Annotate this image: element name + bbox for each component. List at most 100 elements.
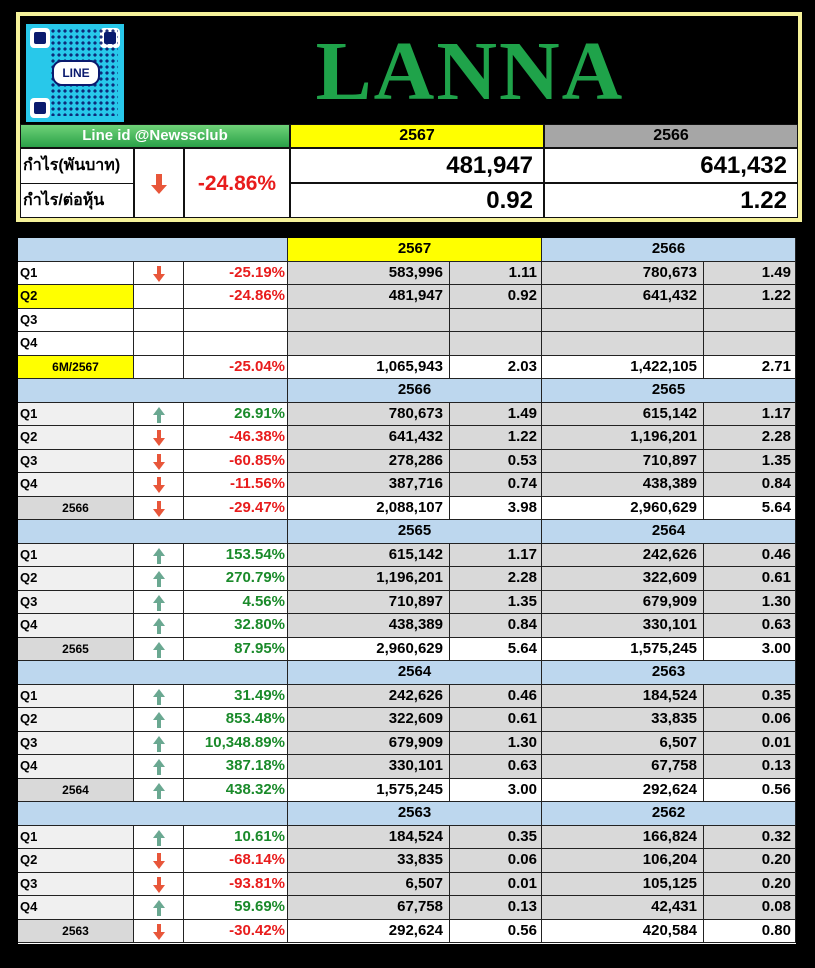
section-header-blank [18, 802, 288, 826]
eps-value-prev [704, 308, 796, 332]
profit-value: 1,065,943 [288, 355, 450, 379]
profit-value-prev [542, 308, 704, 332]
eps-value-prev: 0.13 [704, 755, 796, 779]
eps-value-prev: 0.20 [704, 872, 796, 896]
profit-value-prev: 67,758 [542, 755, 704, 779]
eps-value-prev: 0.84 [704, 473, 796, 497]
profit-prev: 641,432 [544, 148, 798, 183]
section-header: 2565 2564 [18, 520, 796, 544]
quarter-label: Q1 [18, 543, 134, 567]
section-year-current: 2567 [288, 238, 542, 262]
change-percent: 270.79% [184, 567, 288, 591]
table-row: Q4 32.80% 438,389 0.84 330,101 0.63 [18, 614, 796, 638]
up-arrow-icon [134, 731, 184, 755]
up-arrow-icon [134, 543, 184, 567]
profit-value: 679,909 [288, 731, 450, 755]
eps-value-prev: 1.49 [704, 261, 796, 285]
profit-value: 438,389 [288, 614, 450, 638]
change-percent: -46.38% [184, 426, 288, 450]
down-arrow-icon [134, 496, 184, 520]
eps-value: 0.46 [450, 684, 542, 708]
profit-value-prev: 242,626 [542, 543, 704, 567]
change-percent: -68.14% [184, 849, 288, 873]
table-row: Q4 387.18% 330,101 0.63 67,758 0.13 [18, 755, 796, 779]
change-percent: 31.49% [184, 684, 288, 708]
change-percent: 4.56% [184, 590, 288, 614]
section-year-prev: 2566 [542, 238, 796, 262]
profit-value: 641,432 [288, 426, 450, 450]
profit-current: 481,947 [290, 148, 544, 183]
eps-prev: 1.22 [544, 183, 798, 218]
up-arrow-icon [134, 708, 184, 732]
up-arrow-icon [134, 637, 184, 661]
eps-value-prev: 0.35 [704, 684, 796, 708]
eps-current: 0.92 [290, 183, 544, 218]
down-arrow-icon [134, 261, 184, 285]
eps-value-prev: 1.17 [704, 402, 796, 426]
table-row: Q2 -24.86% 481,947 0.92 641,432 1.22 [18, 285, 796, 309]
change-percent: 10.61% [184, 825, 288, 849]
down-arrow-icon [134, 449, 184, 473]
profit-value: 184,524 [288, 825, 450, 849]
down-arrow-icon [134, 473, 184, 497]
total-row: 2563 -30.42% 292,624 0.56 420,584 0.80 [18, 919, 796, 943]
change-percent: 438.32% [184, 778, 288, 802]
total-label: 6M/2567 [18, 355, 134, 379]
profit-value: 2,088,107 [288, 496, 450, 520]
eps-value-prev [704, 332, 796, 356]
section-header: 2567 2566 [18, 238, 796, 262]
eps-value-prev: 5.64 [704, 496, 796, 520]
eps-value: 1.17 [450, 543, 542, 567]
up-arrow-icon [134, 825, 184, 849]
total-label: 2566 [18, 496, 134, 520]
eps-value: 2.03 [450, 355, 542, 379]
table-row: Q2 -46.38% 641,432 1.22 1,196,201 2.28 [18, 426, 796, 450]
summary-change: -24.86% [184, 148, 290, 218]
profit-value [288, 332, 450, 356]
header-panel: LINE LANNA Line id @Newssclub 2567 2566 … [16, 12, 802, 222]
quarter-label: Q1 [18, 402, 134, 426]
profit-value: 322,609 [288, 708, 450, 732]
section-header-blank [18, 238, 288, 262]
eps-value: 0.61 [450, 708, 542, 732]
change-percent [184, 332, 288, 356]
change-percent: 87.95% [184, 637, 288, 661]
eps-value-prev: 1.35 [704, 449, 796, 473]
down-arrow-icon [134, 872, 184, 896]
table-row: Q2 270.79% 1,196,201 2.28 322,609 0.61 [18, 567, 796, 591]
change-percent: 59.69% [184, 896, 288, 920]
section-year-current: 2564 [288, 661, 542, 685]
eps-value: 0.56 [450, 919, 542, 943]
eps-value: 0.01 [450, 872, 542, 896]
table-row: Q2 -68.14% 33,835 0.06 106,204 0.20 [18, 849, 796, 873]
eps-value: 1.49 [450, 402, 542, 426]
eps-value: 0.84 [450, 614, 542, 638]
profit-value-prev: 106,204 [542, 849, 704, 873]
section-year-current: 2563 [288, 802, 542, 826]
quarter-label: Q1 [18, 261, 134, 285]
quarter-label: Q3 [18, 872, 134, 896]
eps-value-prev: 3.00 [704, 637, 796, 661]
profit-value: 292,624 [288, 919, 450, 943]
section-header: 2563 2562 [18, 802, 796, 826]
eps-value: 0.06 [450, 849, 542, 873]
profit-value-prev [542, 332, 704, 356]
change-percent: -11.56% [184, 473, 288, 497]
eps-value: 2.28 [450, 567, 542, 591]
up-arrow-icon [134, 614, 184, 638]
profit-value-prev: 615,142 [542, 402, 704, 426]
quarter-label: Q4 [18, 332, 134, 356]
change-percent: -93.81% [184, 872, 288, 896]
line-badge: LINE [52, 60, 100, 86]
table-row: Q3 4.56% 710,897 1.35 679,909 1.30 [18, 590, 796, 614]
eps-value-prev: 0.80 [704, 919, 796, 943]
eps-value: 3.98 [450, 496, 542, 520]
profit-value-prev: 166,824 [542, 825, 704, 849]
table-row: Q3 [18, 308, 796, 332]
up-arrow-icon [134, 402, 184, 426]
profit-value-prev: 292,624 [542, 778, 704, 802]
eps-value-prev: 1.30 [704, 590, 796, 614]
eps-value-prev: 0.08 [704, 896, 796, 920]
table-row: Q1 153.54% 615,142 1.17 242,626 0.46 [18, 543, 796, 567]
eps-value-prev: 2.71 [704, 355, 796, 379]
